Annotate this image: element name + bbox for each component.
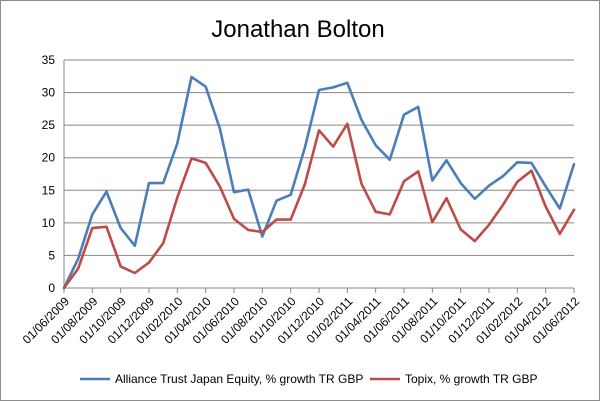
y-tick-label: 20 [42,151,56,165]
legend-label-1: Alliance Trust Japan Equity, % growth TR… [115,372,363,386]
series-lines [62,75,576,290]
series-line-2 [62,122,576,290]
y-tick-label: 10 [42,216,56,230]
y-tick-label: 30 [42,86,56,100]
series-line-1 [62,75,576,290]
x-axis: 01/06/200901/08/200901/10/200901/12/2009… [20,287,582,347]
legend: Alliance Trust Japan Equity, % growth TR… [80,372,538,386]
chart-title: Jonathan Bolton [211,16,384,43]
y-tick-label: 35 [42,53,56,67]
y-tick-label: 5 [48,248,55,262]
y-tick-label: 15 [42,183,56,197]
y-tick-label: 0 [48,281,55,295]
y-tick-label: 25 [42,118,56,132]
y-axis: 0 5 10 15 20 25 30 35 [42,53,65,295]
legend-label-2: Topix, % growth TR GBP [405,372,538,386]
